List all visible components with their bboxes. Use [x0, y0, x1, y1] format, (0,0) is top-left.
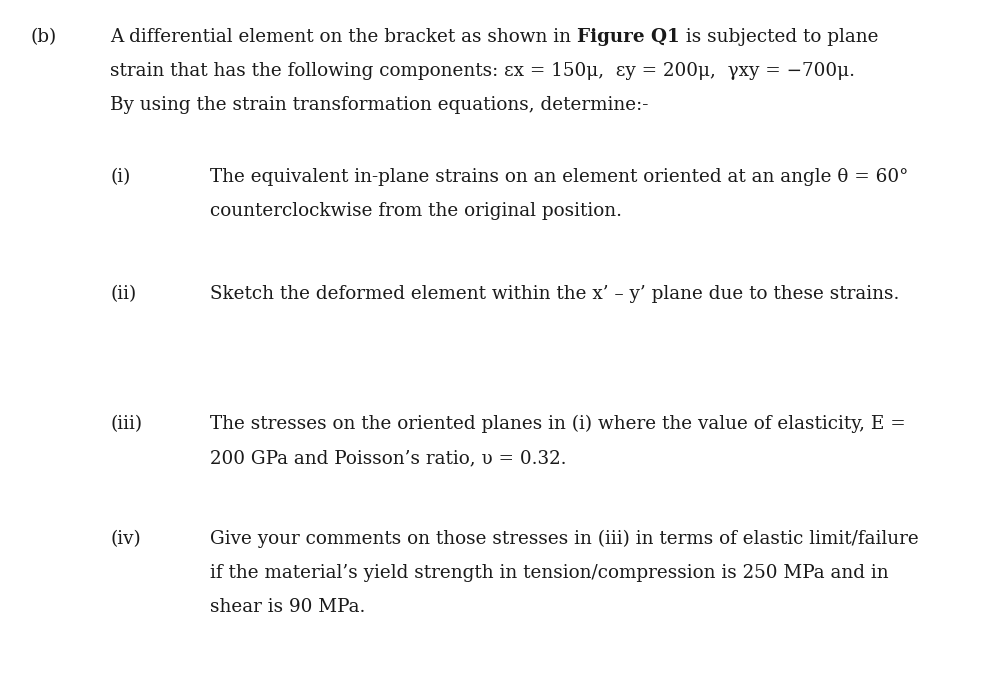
- Text: (i): (i): [110, 168, 130, 186]
- Text: (iii): (iii): [110, 415, 142, 433]
- Text: The stresses on the oriented planes in (i) where the value of elasticity, E =: The stresses on the oriented planes in (…: [210, 415, 906, 433]
- Text: Figure Q1: Figure Q1: [577, 28, 680, 46]
- Text: Give your comments on those stresses in (iii) in terms of elastic limit/failure: Give your comments on those stresses in …: [210, 530, 919, 548]
- Text: (b): (b): [30, 28, 56, 46]
- Text: is subjected to plane: is subjected to plane: [680, 28, 878, 46]
- Text: (iv): (iv): [110, 530, 141, 548]
- Text: (ii): (ii): [110, 285, 136, 303]
- Text: By using the strain transformation equations, determine:-: By using the strain transformation equat…: [110, 96, 648, 114]
- Text: shear is 90 MPa.: shear is 90 MPa.: [210, 598, 365, 616]
- Text: Sketch the deformed element within the x’ – y’ plane due to these strains.: Sketch the deformed element within the x…: [210, 285, 899, 303]
- Text: strain that has the following components: εx = 150μ,  εy = 200μ,  γxy = −700μ.: strain that has the following components…: [110, 62, 855, 80]
- Text: The equivalent in-plane strains on an element oriented at an angle θ = 60°: The equivalent in-plane strains on an el…: [210, 168, 908, 186]
- Text: if the material’s yield strength in tension/compression is 250 MPa and in: if the material’s yield strength in tens…: [210, 564, 889, 582]
- Text: counterclockwise from the original position.: counterclockwise from the original posit…: [210, 202, 622, 220]
- Text: 200 GPa and Poisson’s ratio, υ = 0.32.: 200 GPa and Poisson’s ratio, υ = 0.32.: [210, 449, 566, 467]
- Text: A differential element on the bracket as shown in: A differential element on the bracket as…: [110, 28, 577, 46]
